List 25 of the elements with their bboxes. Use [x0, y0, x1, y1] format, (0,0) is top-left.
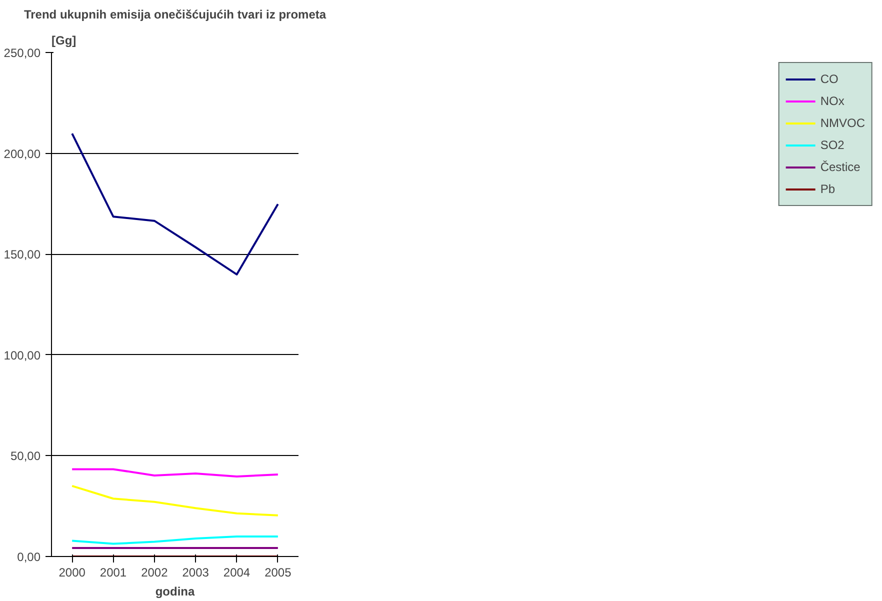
x-tick-label: 2000 — [58, 566, 86, 580]
legend-label: Čestice — [820, 160, 860, 174]
y-tick-label: 200,00 — [4, 146, 41, 161]
y-tick-label: 0,00 — [17, 550, 41, 564]
x-tick-label: 2004 — [223, 566, 250, 580]
line-series — [71, 484, 279, 516]
legend-label: CO — [820, 72, 840, 86]
x-tick-label: 2002 — [141, 566, 168, 580]
y-tick-label: 250,00 — [4, 46, 41, 60]
legend-label: Pb — [820, 182, 836, 196]
y-tick-label: 50,00 — [10, 449, 41, 464]
line-series — [71, 468, 279, 478]
x-tick-label: 2005 — [264, 566, 292, 580]
line-series — [71, 132, 279, 276]
legend-label: NMVOC — [820, 116, 865, 130]
line-series — [71, 536, 279, 545]
x-tick-label: 2003 — [182, 566, 210, 580]
y-axis-title: [Gg] — [52, 34, 76, 48]
y-tick-label: 150,00 — [4, 248, 41, 262]
y-tick-label: 100,00 — [4, 348, 41, 362]
legend-label: SO2 — [820, 138, 844, 152]
x-axis-title: godina — [155, 584, 195, 598]
chart-title: Trend ukupnih emisija onečišćujućih tvari iz prometa — [24, 8, 326, 22]
legend-label: NOx — [820, 94, 844, 108]
x-tick-label: 2001 — [100, 566, 127, 580]
